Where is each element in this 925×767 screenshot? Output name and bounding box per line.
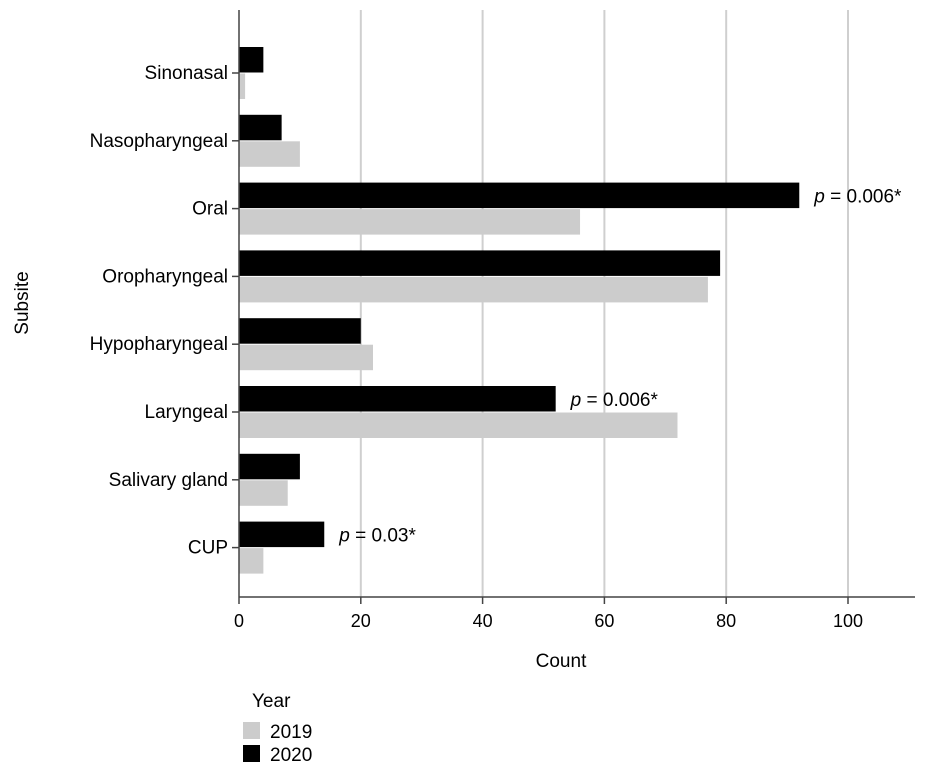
y-tick-label: Oropharyngeal	[102, 266, 228, 287]
p-value-text: = 0.03*	[350, 526, 417, 547]
bar-2019-cup	[239, 548, 264, 574]
bar-2020-cup	[239, 521, 325, 548]
p-symbol: p	[570, 390, 582, 411]
legend-label-2020: 2020	[270, 745, 312, 766]
y-tick-label: CUP	[188, 538, 228, 559]
bar-2019-salivary-gland	[239, 480, 288, 506]
legend-label-2019: 2019	[270, 722, 312, 743]
x-tick-label: 40	[473, 611, 493, 631]
bar-2020-laryngeal	[239, 386, 556, 412]
x-axis-title: Count	[536, 651, 587, 672]
bars	[239, 47, 800, 574]
bar-2019-oral	[239, 209, 581, 235]
bar-2020-oral	[239, 182, 800, 209]
y-tick-label: Laryngeal	[145, 402, 228, 423]
p-symbol: p	[338, 526, 350, 547]
bar-2019-laryngeal	[239, 412, 678, 438]
y-tick-label: Oral	[192, 199, 228, 220]
x-ticks: 0 20 40 60 80 100	[234, 597, 863, 631]
x-tick-label: 60	[594, 611, 614, 631]
legend-swatch-2019	[243, 722, 260, 739]
y-tick-label: Sinonasal	[145, 63, 228, 84]
p-value-text: = 0.006*	[581, 390, 658, 411]
x-tick-label: 20	[351, 611, 371, 631]
p-value-annotation: p = 0.03*	[338, 526, 416, 547]
x-tick-label: 0	[234, 611, 244, 631]
bar-2019-nasopharyngeal	[239, 141, 300, 167]
x-tick-label: 80	[716, 611, 736, 631]
bar-2019-hypopharyngeal	[239, 344, 373, 371]
p-value-text: = 0.006*	[825, 187, 902, 208]
bar-2019-sinonasal	[239, 73, 246, 99]
x-tick-label: 100	[833, 611, 863, 631]
bar-2020-hypopharyngeal	[239, 318, 361, 344]
bar-2020-sinonasal	[239, 47, 264, 73]
bar-2020-oropharyngeal	[239, 250, 721, 276]
p-symbol: p	[813, 187, 825, 208]
p-value-annotation: p = 0.006*	[813, 187, 902, 208]
y-tick-label: Hypopharyngeal	[90, 334, 228, 355]
annotations: p = 0.006*p = 0.006*p = 0.03*	[338, 187, 902, 547]
bar-2020-salivary-gland	[239, 453, 300, 480]
legend-title: Year	[252, 691, 291, 712]
legend-swatch-2020	[243, 745, 260, 762]
p-value-annotation: p = 0.006*	[570, 390, 659, 411]
y-tick-label: Nasopharyngeal	[90, 131, 228, 152]
bar-2020-nasopharyngeal	[239, 114, 282, 141]
y-axis-title: Subsite	[12, 271, 33, 334]
y-ticks: Sinonasal Nasopharyngeal Oral Oropharyngeal…	[90, 63, 239, 559]
y-tick-label: Salivary gland	[109, 470, 228, 491]
grid-lines	[359, 10, 849, 597]
bar-2019-oropharyngeal	[239, 276, 708, 303]
legend: Year 2019 2020	[243, 691, 312, 766]
